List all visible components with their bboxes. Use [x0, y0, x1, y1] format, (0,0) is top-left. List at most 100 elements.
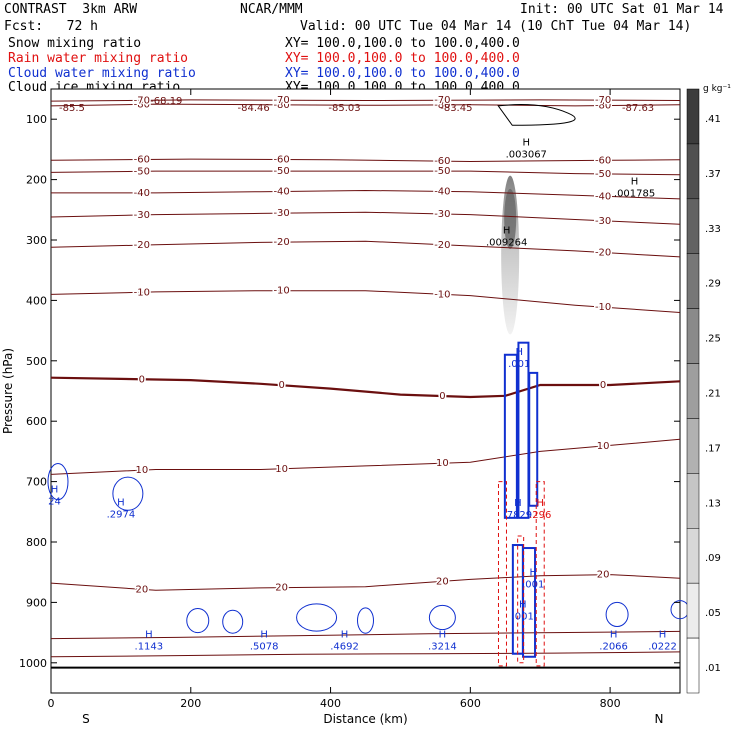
cloud-ice-contour [497, 104, 576, 126]
temperature-contour-label: -50 [434, 166, 450, 177]
cloud-water-contour [296, 603, 338, 632]
y-tick-label: 1000 [19, 657, 47, 670]
temperature-contour-label: -20 [595, 247, 611, 258]
y-tick-label: 800 [26, 536, 47, 549]
minimum-label: -83.45 [440, 103, 472, 114]
temperature-contour-label: -40 [134, 188, 150, 199]
minimum-label: -84.46 [238, 103, 270, 114]
temperature-contour-label: -40 [434, 186, 450, 197]
maximum-marker: H [503, 226, 511, 237]
y-tick-label: 700 [26, 476, 47, 489]
x-tick-label: 400 [320, 697, 341, 710]
maximum-marker: H [519, 600, 527, 611]
field-range-snow: XY= 100.0,100.0 to 100.0,400.0 [285, 36, 520, 51]
cloud-water-contour [112, 476, 144, 511]
temperature-contour [50, 574, 681, 591]
temperature-contour-label: 10 [275, 464, 288, 475]
colorbar-segment [686, 88, 700, 145]
temperature-contour [50, 170, 681, 176]
colorbar-segment [686, 637, 700, 694]
colorbar-tick-label: .41 [705, 114, 721, 125]
colorbar-segment [686, 198, 700, 254]
y-axis-label: Pressure (hPa) [1, 348, 15, 434]
maximum-marker: H [341, 630, 349, 641]
temperature-contour-label: 10 [597, 441, 610, 452]
field-label-snow: Snow mixing ratio [8, 36, 142, 51]
rain-water-contour [497, 481, 507, 667]
temperature-contour-label: -50 [595, 169, 611, 180]
temperature-contour-label: -50 [134, 166, 150, 177]
temperature-contour-label: -20 [273, 237, 289, 248]
temperature-contour [50, 438, 681, 475]
colorbar-segment [686, 253, 700, 309]
temperature-contour [51, 189, 681, 200]
temperature-contour-label: -30 [434, 209, 450, 220]
x-tick-label: 600 [460, 697, 481, 710]
maximum-marker: H [610, 630, 618, 641]
temperature-contour-label: -40 [595, 191, 611, 202]
temperature-contour-label: -10 [134, 287, 150, 298]
maximum-marker: H [439, 630, 447, 641]
snow-core [504, 188, 517, 249]
maximum-marker: H [260, 630, 268, 641]
field-label-rain: Rain water mixing ratio [8, 51, 189, 66]
maximum-marker: H [514, 498, 522, 509]
temperature-contour-label: -50 [273, 166, 289, 177]
y-tick-label: 300 [26, 234, 47, 247]
south-label: S [82, 712, 90, 726]
temperature-contour-label: -10 [434, 289, 450, 300]
maximum-label: .003067 [506, 149, 547, 160]
temperature-contour-label: -80 [595, 101, 611, 112]
temperature-contour-label: -20 [434, 240, 450, 251]
x-tick-label: 800 [600, 697, 621, 710]
minimum-label: -68.19 [150, 96, 182, 107]
cloud-water-contour [222, 609, 244, 634]
minimum-label: -85.03 [328, 103, 360, 114]
colorbar-tick-label: .33 [705, 224, 721, 235]
maximum-marker: H [536, 498, 544, 509]
temperature-contour-label: -60 [134, 154, 150, 165]
temperature-contour [50, 158, 681, 163]
maximum-marker: H [515, 347, 523, 358]
colorbar-unit: g kg⁻¹ [703, 84, 731, 94]
temperature-contour [50, 630, 681, 640]
temperature-contour [50, 240, 681, 258]
maximum-label: .1143 [135, 642, 164, 653]
maximum-label: .001 [508, 359, 530, 370]
maximum-marker: H [529, 567, 537, 578]
colorbar-segment [686, 582, 700, 639]
colorbar-segment [686, 418, 700, 474]
temperature-contour-label: 0 [600, 380, 606, 391]
maximum-label: .3214 [428, 642, 457, 653]
maximum-label: .5078 [250, 642, 279, 653]
temperature-contour [50, 103, 681, 107]
field-range-cloudwater: XY= 100.0,100.0 to 100.0,400.0 [285, 66, 520, 81]
temperature-contour-label: -40 [273, 186, 289, 197]
cloud-water-contour [428, 604, 456, 631]
x-tick-label: 200 [180, 697, 201, 710]
maximum-label: .001785 [614, 189, 655, 200]
colorbar-tick-label: .09 [705, 553, 721, 564]
y-tick-label: 500 [26, 355, 47, 368]
maximum-label: .2066 [599, 642, 628, 653]
cloud-water-contour [528, 371, 539, 507]
maximum-marker: H [117, 497, 125, 508]
model-title: CONTRAST 3km ARW [4, 2, 138, 17]
cloud-water-contour [522, 547, 537, 658]
temperature-contour-label: 20 [275, 583, 288, 594]
colorbar-tick-label: .21 [705, 388, 721, 399]
temperature-contour [50, 99, 681, 102]
temperature-contour-label: -10 [273, 286, 289, 297]
temperature-contour-label: -80 [273, 100, 289, 111]
maximum-label: .001 [522, 579, 544, 590]
colorbar-segment [686, 143, 700, 200]
temperature-contour-label: 10 [135, 465, 148, 476]
cloud-water-contour [357, 607, 374, 634]
field-range-rain: XY= 100.0,100.0 to 100.0,400.0 [285, 51, 520, 66]
cloud-water-contour [186, 607, 210, 634]
maximum-marker: H [522, 137, 530, 148]
maximum-marker: H [631, 177, 639, 188]
colorbar-segment [686, 473, 700, 529]
maximum-marker: H [51, 485, 59, 496]
center-title: NCAR/MMM [240, 2, 303, 17]
